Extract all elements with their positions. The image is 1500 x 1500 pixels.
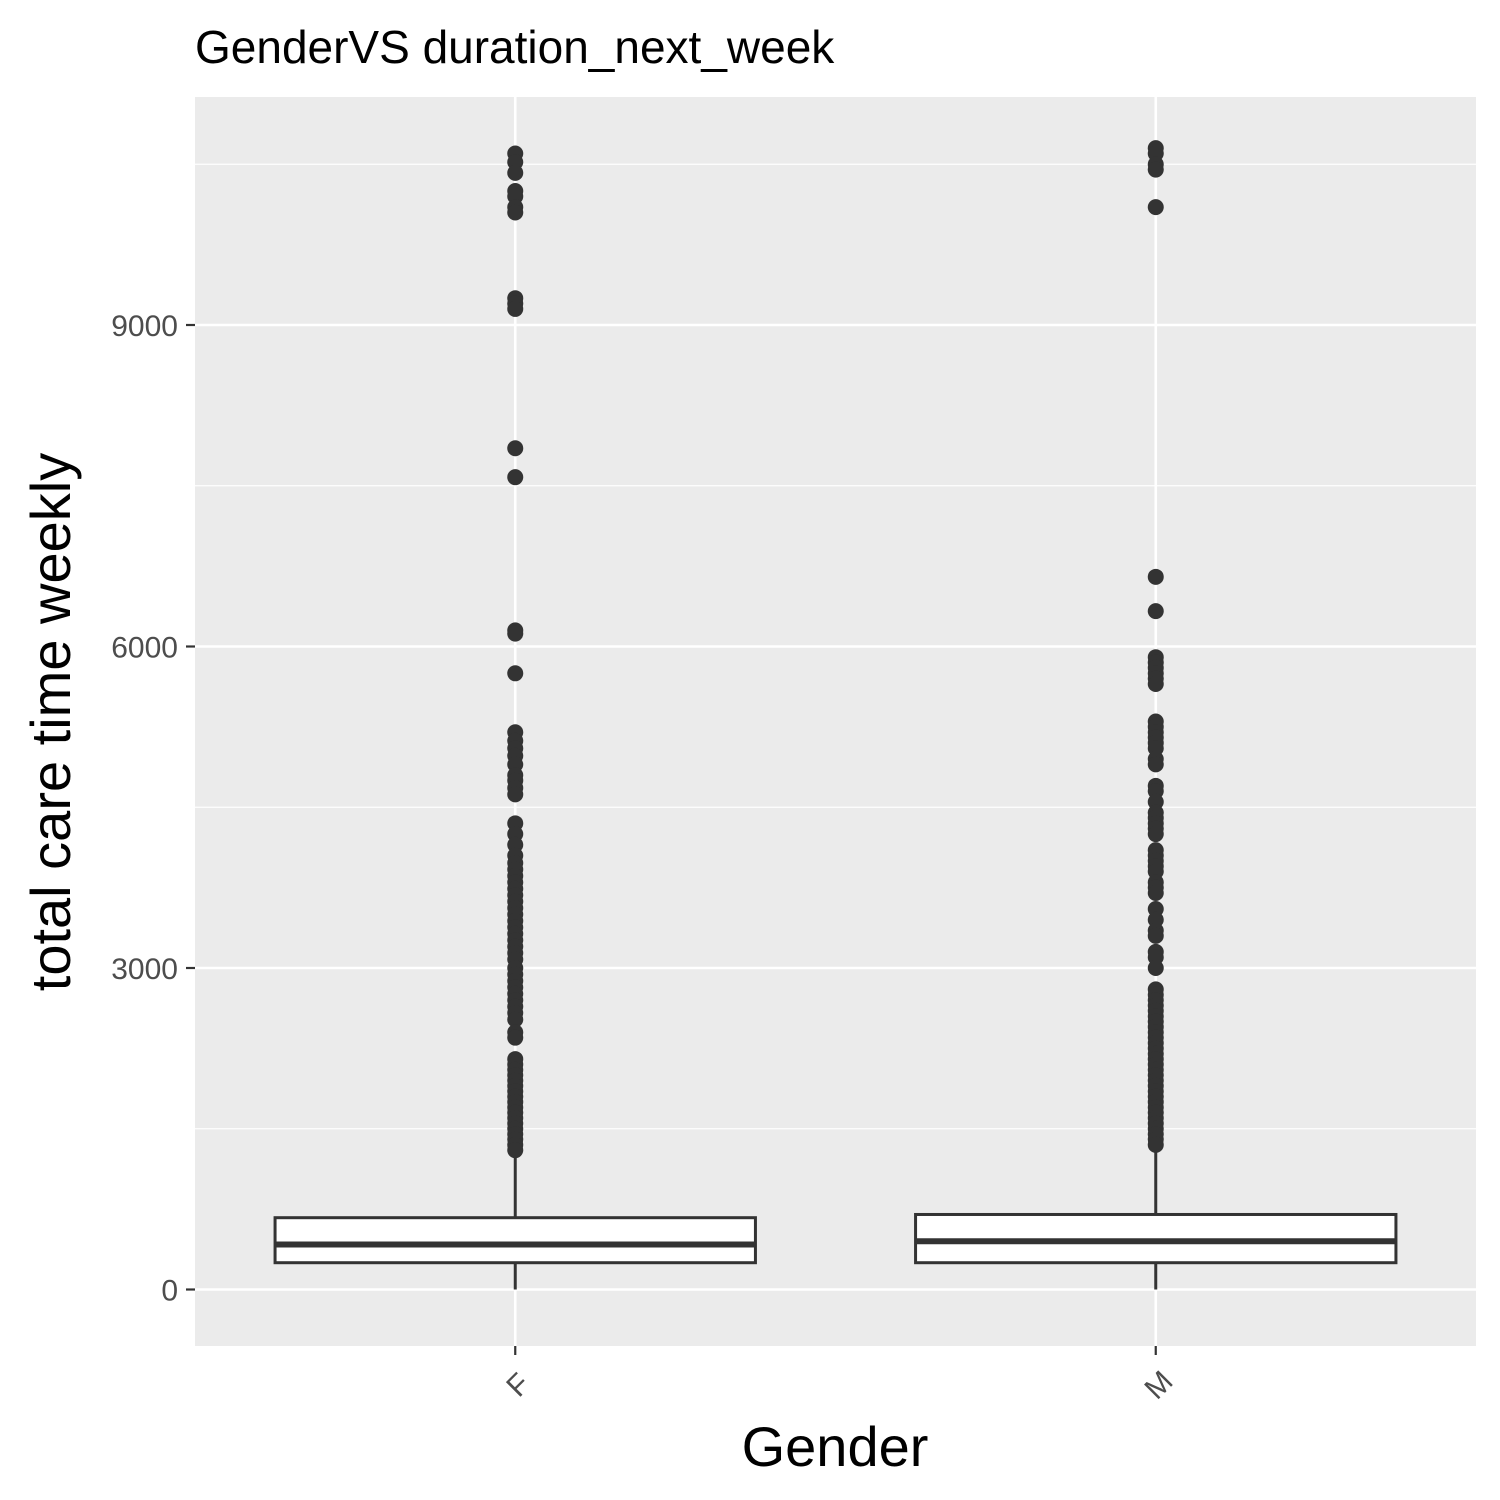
- outlier-point: [507, 204, 524, 221]
- box-iqr: [273, 1216, 757, 1265]
- outlier-point: [507, 665, 524, 682]
- outlier-point: [1147, 199, 1164, 216]
- y-axis: 0 3000 6000 9000: [111, 310, 195, 1308]
- chart-title: GenderVS duration_next_week: [195, 21, 835, 73]
- x-tick-label: F: [500, 1367, 536, 1403]
- outlier-point: [1147, 960, 1164, 976]
- box-F: [273, 145, 757, 1290]
- outlier-point: [1147, 568, 1164, 585]
- y-axis-title: total care time weekly: [19, 453, 82, 991]
- box-M: [914, 140, 1398, 1290]
- outlier-point: [1147, 676, 1164, 693]
- outlier-point: [1147, 884, 1164, 901]
- outlier-point: [507, 469, 524, 486]
- x-tick-label: M: [1139, 1365, 1180, 1406]
- y-tick-label: 6000: [111, 632, 178, 665]
- outlier-point: [507, 1029, 524, 1046]
- y-tick-label: 9000: [111, 310, 178, 343]
- outlier-point: [507, 164, 524, 181]
- outlier-point: [507, 786, 524, 803]
- outlier-point: [1147, 1136, 1164, 1153]
- outlier-point: [1147, 826, 1164, 843]
- outlier-point: [507, 300, 524, 317]
- x-axis-title: Gender: [742, 1415, 929, 1478]
- outlier-point: [507, 1142, 524, 1159]
- outlier-point: [1147, 161, 1164, 178]
- outlier-point: [1147, 756, 1164, 773]
- plot-panel: [195, 97, 1476, 1346]
- y-tick-label: 0: [161, 1275, 178, 1308]
- outlier-point: [1147, 927, 1164, 944]
- box-series: [273, 140, 1398, 1290]
- minor-gridlines: [195, 163, 1476, 1130]
- outlier-point: [1147, 603, 1164, 620]
- y-tick-label: 3000: [111, 953, 178, 986]
- outlier-point: [507, 1011, 524, 1028]
- outlier-point: [507, 625, 524, 642]
- outlier-point: [507, 440, 524, 457]
